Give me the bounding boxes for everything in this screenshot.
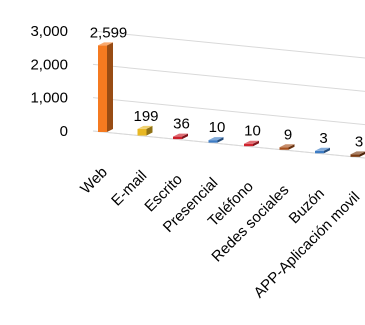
bar-top: [98, 42, 113, 46]
bar-side: [253, 140, 259, 147]
bar-side: [107, 42, 113, 132]
bar-top: [208, 137, 224, 141]
bar-side: [288, 144, 295, 150]
gridline: [92, 63, 365, 92]
bar-top: [350, 151, 365, 155]
y-tick-label: 0: [60, 123, 68, 140]
bar: [315, 150, 324, 154]
y-tick-label: 2,000: [30, 56, 68, 73]
bar-top: [173, 133, 188, 137]
bar-side: [217, 137, 224, 143]
bar: [350, 154, 360, 157]
bar-side: [359, 151, 365, 157]
bar-side: [182, 133, 188, 140]
data-label: 199: [133, 108, 158, 125]
bar-side: [146, 125, 153, 136]
bar-top: [244, 140, 259, 144]
bar: [173, 136, 182, 140]
bar: [244, 143, 253, 147]
gridline: [92, 30, 365, 59]
data-label: 9: [284, 126, 292, 143]
data-label: 10: [209, 119, 226, 136]
floor-edge: [92, 130, 365, 159]
bar-top: [137, 125, 153, 129]
bar-side: [324, 147, 330, 154]
data-label: 2,599: [90, 24, 128, 41]
data-label: 36: [173, 116, 190, 133]
data-label: 3: [319, 130, 327, 147]
bar: [137, 128, 147, 136]
bar: [279, 147, 289, 150]
bar: [208, 140, 218, 143]
data-label: 10: [244, 123, 261, 140]
category-label: Web: [77, 164, 111, 198]
bar-top: [315, 147, 330, 151]
gridline: [92, 97, 365, 126]
bar-top: [279, 144, 295, 148]
y-tick-label: 1,000: [30, 90, 68, 107]
y-tick-label: 3,000: [30, 23, 68, 40]
bar: [98, 45, 107, 132]
data-label: 3: [355, 133, 363, 150]
